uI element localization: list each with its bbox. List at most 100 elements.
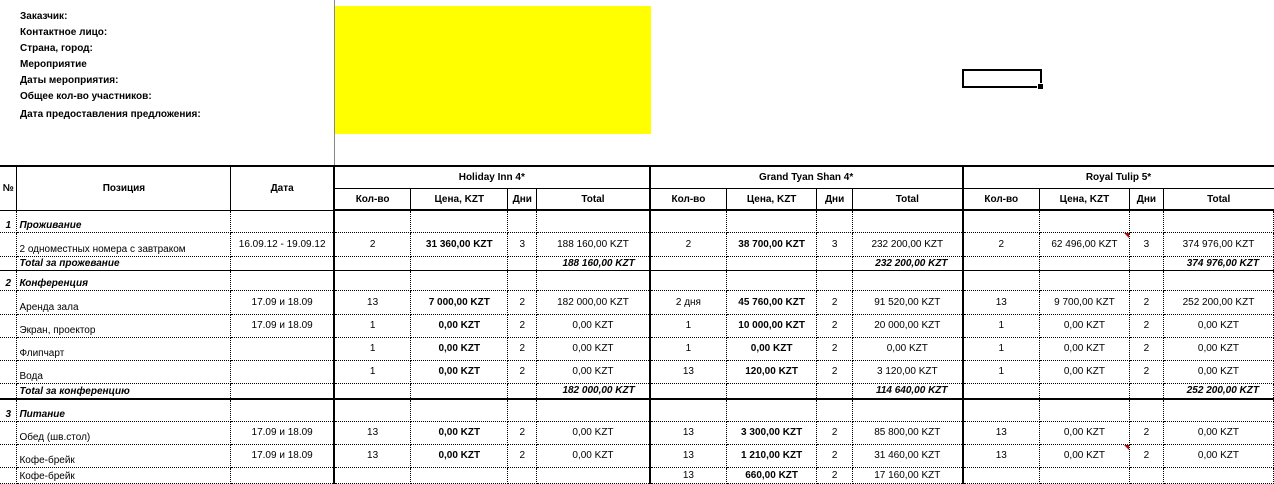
cell-days[interactable]: 2 bbox=[1129, 290, 1164, 315]
cell-total[interactable]: 91 520,00 KZT bbox=[852, 290, 964, 315]
cell-days[interactable]: 2 bbox=[816, 421, 854, 445]
cell-date[interactable]: 17.09 и 18.09 bbox=[230, 421, 335, 445]
cell-qty[interactable] bbox=[962, 270, 1040, 291]
cell-qty[interactable]: 1 bbox=[962, 314, 1040, 338]
cell-date[interactable] bbox=[230, 270, 335, 291]
cell-total[interactable]: 85 800,00 KZT bbox=[852, 421, 964, 445]
cell-num[interactable] bbox=[0, 290, 18, 315]
cell-qty[interactable]: 2 bbox=[649, 232, 728, 257]
cell-position[interactable]: Кофе-брейк bbox=[16, 467, 232, 484]
cell-price[interactable]: 0,00 KZT bbox=[410, 314, 509, 338]
cell-total[interactable]: 182 000,00 KZT bbox=[536, 383, 651, 400]
cell-total[interactable] bbox=[1163, 467, 1274, 484]
cell-days[interactable] bbox=[816, 256, 854, 271]
cell-qty[interactable]: 1 bbox=[962, 360, 1040, 384]
cell-qty[interactable] bbox=[649, 270, 728, 291]
cell-total[interactable]: 188 160,00 KZT bbox=[536, 256, 651, 271]
cell-days[interactable] bbox=[507, 270, 538, 291]
cell-price[interactable] bbox=[1039, 383, 1130, 400]
cell-qty[interactable] bbox=[649, 210, 728, 233]
cell-qty[interactable]: 13 bbox=[333, 421, 412, 445]
cell-total[interactable] bbox=[852, 270, 964, 291]
cell-total[interactable]: 0,00 KZT bbox=[1163, 314, 1274, 338]
cell-total[interactable]: 0,00 KZT bbox=[536, 314, 651, 338]
subheader-price[interactable]: Цена, KZT bbox=[410, 188, 509, 211]
cell-qty[interactable] bbox=[333, 210, 412, 233]
cell-num[interactable] bbox=[0, 467, 18, 484]
cell-days[interactable]: 2 bbox=[1129, 314, 1164, 338]
cell-num[interactable] bbox=[0, 360, 18, 384]
cell-price[interactable] bbox=[410, 383, 509, 400]
cell-qty[interactable] bbox=[333, 383, 412, 400]
cell-position[interactable]: Питание bbox=[16, 399, 232, 422]
cell-total[interactable]: 0,00 KZT bbox=[536, 421, 651, 445]
cell-total[interactable]: 232 200,00 KZT bbox=[852, 232, 964, 257]
comment-indicator-icon[interactable] bbox=[1123, 444, 1129, 450]
cell-price[interactable]: 31 360,00 KZT bbox=[410, 232, 509, 257]
cell-price[interactable]: 0,00 KZT bbox=[726, 337, 818, 361]
cell-total[interactable]: 0,00 KZT bbox=[536, 444, 651, 468]
cell-position[interactable]: Конференция bbox=[16, 270, 232, 291]
cell-qty[interactable]: 13 bbox=[962, 290, 1040, 315]
cell-days[interactable]: 2 bbox=[816, 467, 854, 484]
cell-price[interactable] bbox=[1039, 467, 1130, 484]
cell-price[interactable]: 0,00 KZT bbox=[1039, 314, 1130, 338]
cell-num[interactable] bbox=[0, 337, 18, 361]
cell-days[interactable] bbox=[1129, 383, 1164, 400]
cell-qty[interactable] bbox=[333, 270, 412, 291]
header-hotel-grand-tyan-shan[interactable]: Grand Tyan Shan 4* bbox=[649, 165, 964, 189]
cell-total[interactable]: 20 000,00 KZT bbox=[852, 314, 964, 338]
cell-price[interactable]: 0,00 KZT bbox=[1039, 337, 1130, 361]
cell-total[interactable] bbox=[1163, 270, 1274, 291]
cell-days[interactable] bbox=[507, 467, 538, 484]
header-num[interactable]: № bbox=[0, 165, 18, 211]
cell-days[interactable]: 2 bbox=[816, 360, 854, 384]
cell-total[interactable]: 114 640,00 KZT bbox=[852, 383, 964, 400]
cell-days[interactable] bbox=[816, 399, 854, 422]
cell-total[interactable] bbox=[536, 467, 651, 484]
cell-qty[interactable] bbox=[962, 256, 1040, 271]
cell-qty[interactable] bbox=[962, 210, 1040, 233]
cell-days[interactable] bbox=[1129, 256, 1164, 271]
subheader-qty[interactable]: Кол-во bbox=[333, 188, 412, 211]
cell-price[interactable] bbox=[410, 467, 509, 484]
cell-qty[interactable] bbox=[962, 399, 1040, 422]
cell-qty[interactable]: 1 bbox=[333, 360, 412, 384]
cell-price[interactable]: 3 300,00 KZT bbox=[726, 421, 818, 445]
cell-total[interactable] bbox=[852, 210, 964, 233]
subheader-price[interactable]: Цена, KZT bbox=[726, 188, 818, 211]
selected-cell[interactable] bbox=[962, 69, 1044, 90]
cell-total[interactable]: 0,00 KZT bbox=[1163, 337, 1274, 361]
cell-qty[interactable]: 13 bbox=[333, 444, 412, 468]
cell-date[interactable] bbox=[230, 210, 335, 233]
cell-position[interactable]: Экран, проектор bbox=[16, 314, 232, 338]
cell-total[interactable] bbox=[536, 270, 651, 291]
cell-days[interactable]: 2 bbox=[816, 290, 854, 315]
cell-qty[interactable] bbox=[962, 383, 1040, 400]
cell-qty[interactable]: 2 дня bbox=[649, 290, 728, 315]
highlighted-input-area[interactable] bbox=[335, 6, 651, 134]
cell-total[interactable] bbox=[536, 399, 651, 422]
cell-total[interactable]: 0,00 KZT bbox=[852, 337, 964, 361]
cell-date[interactable] bbox=[230, 360, 335, 384]
cell-days[interactable]: 2 bbox=[1129, 360, 1164, 384]
cell-total[interactable]: 31 460,00 KZT bbox=[852, 444, 964, 468]
cell-days[interactable]: 2 bbox=[507, 421, 538, 445]
cell-date[interactable] bbox=[230, 399, 335, 422]
cell-price[interactable] bbox=[410, 399, 509, 422]
cell-price[interactable]: 0,00 KZT bbox=[1039, 360, 1130, 384]
cell-qty[interactable]: 1 bbox=[333, 337, 412, 361]
cell-price[interactable] bbox=[1039, 399, 1130, 422]
cell-qty[interactable]: 2 bbox=[962, 232, 1040, 257]
cell-total[interactable]: 182 000,00 KZT bbox=[536, 290, 651, 315]
cell-price[interactable]: 62 496,00 KZT bbox=[1039, 232, 1130, 257]
cell-date[interactable] bbox=[230, 383, 335, 400]
cell-qty[interactable] bbox=[649, 256, 728, 271]
cell-qty[interactable]: 13 bbox=[962, 444, 1040, 468]
cell-price[interactable] bbox=[726, 256, 818, 271]
cell-date[interactable] bbox=[230, 337, 335, 361]
cell-date[interactable]: 17.09 и 18.09 bbox=[230, 444, 335, 468]
cell-days[interactable] bbox=[1129, 270, 1164, 291]
cell-num[interactable] bbox=[0, 421, 18, 445]
cell-days[interactable]: 2 bbox=[507, 314, 538, 338]
